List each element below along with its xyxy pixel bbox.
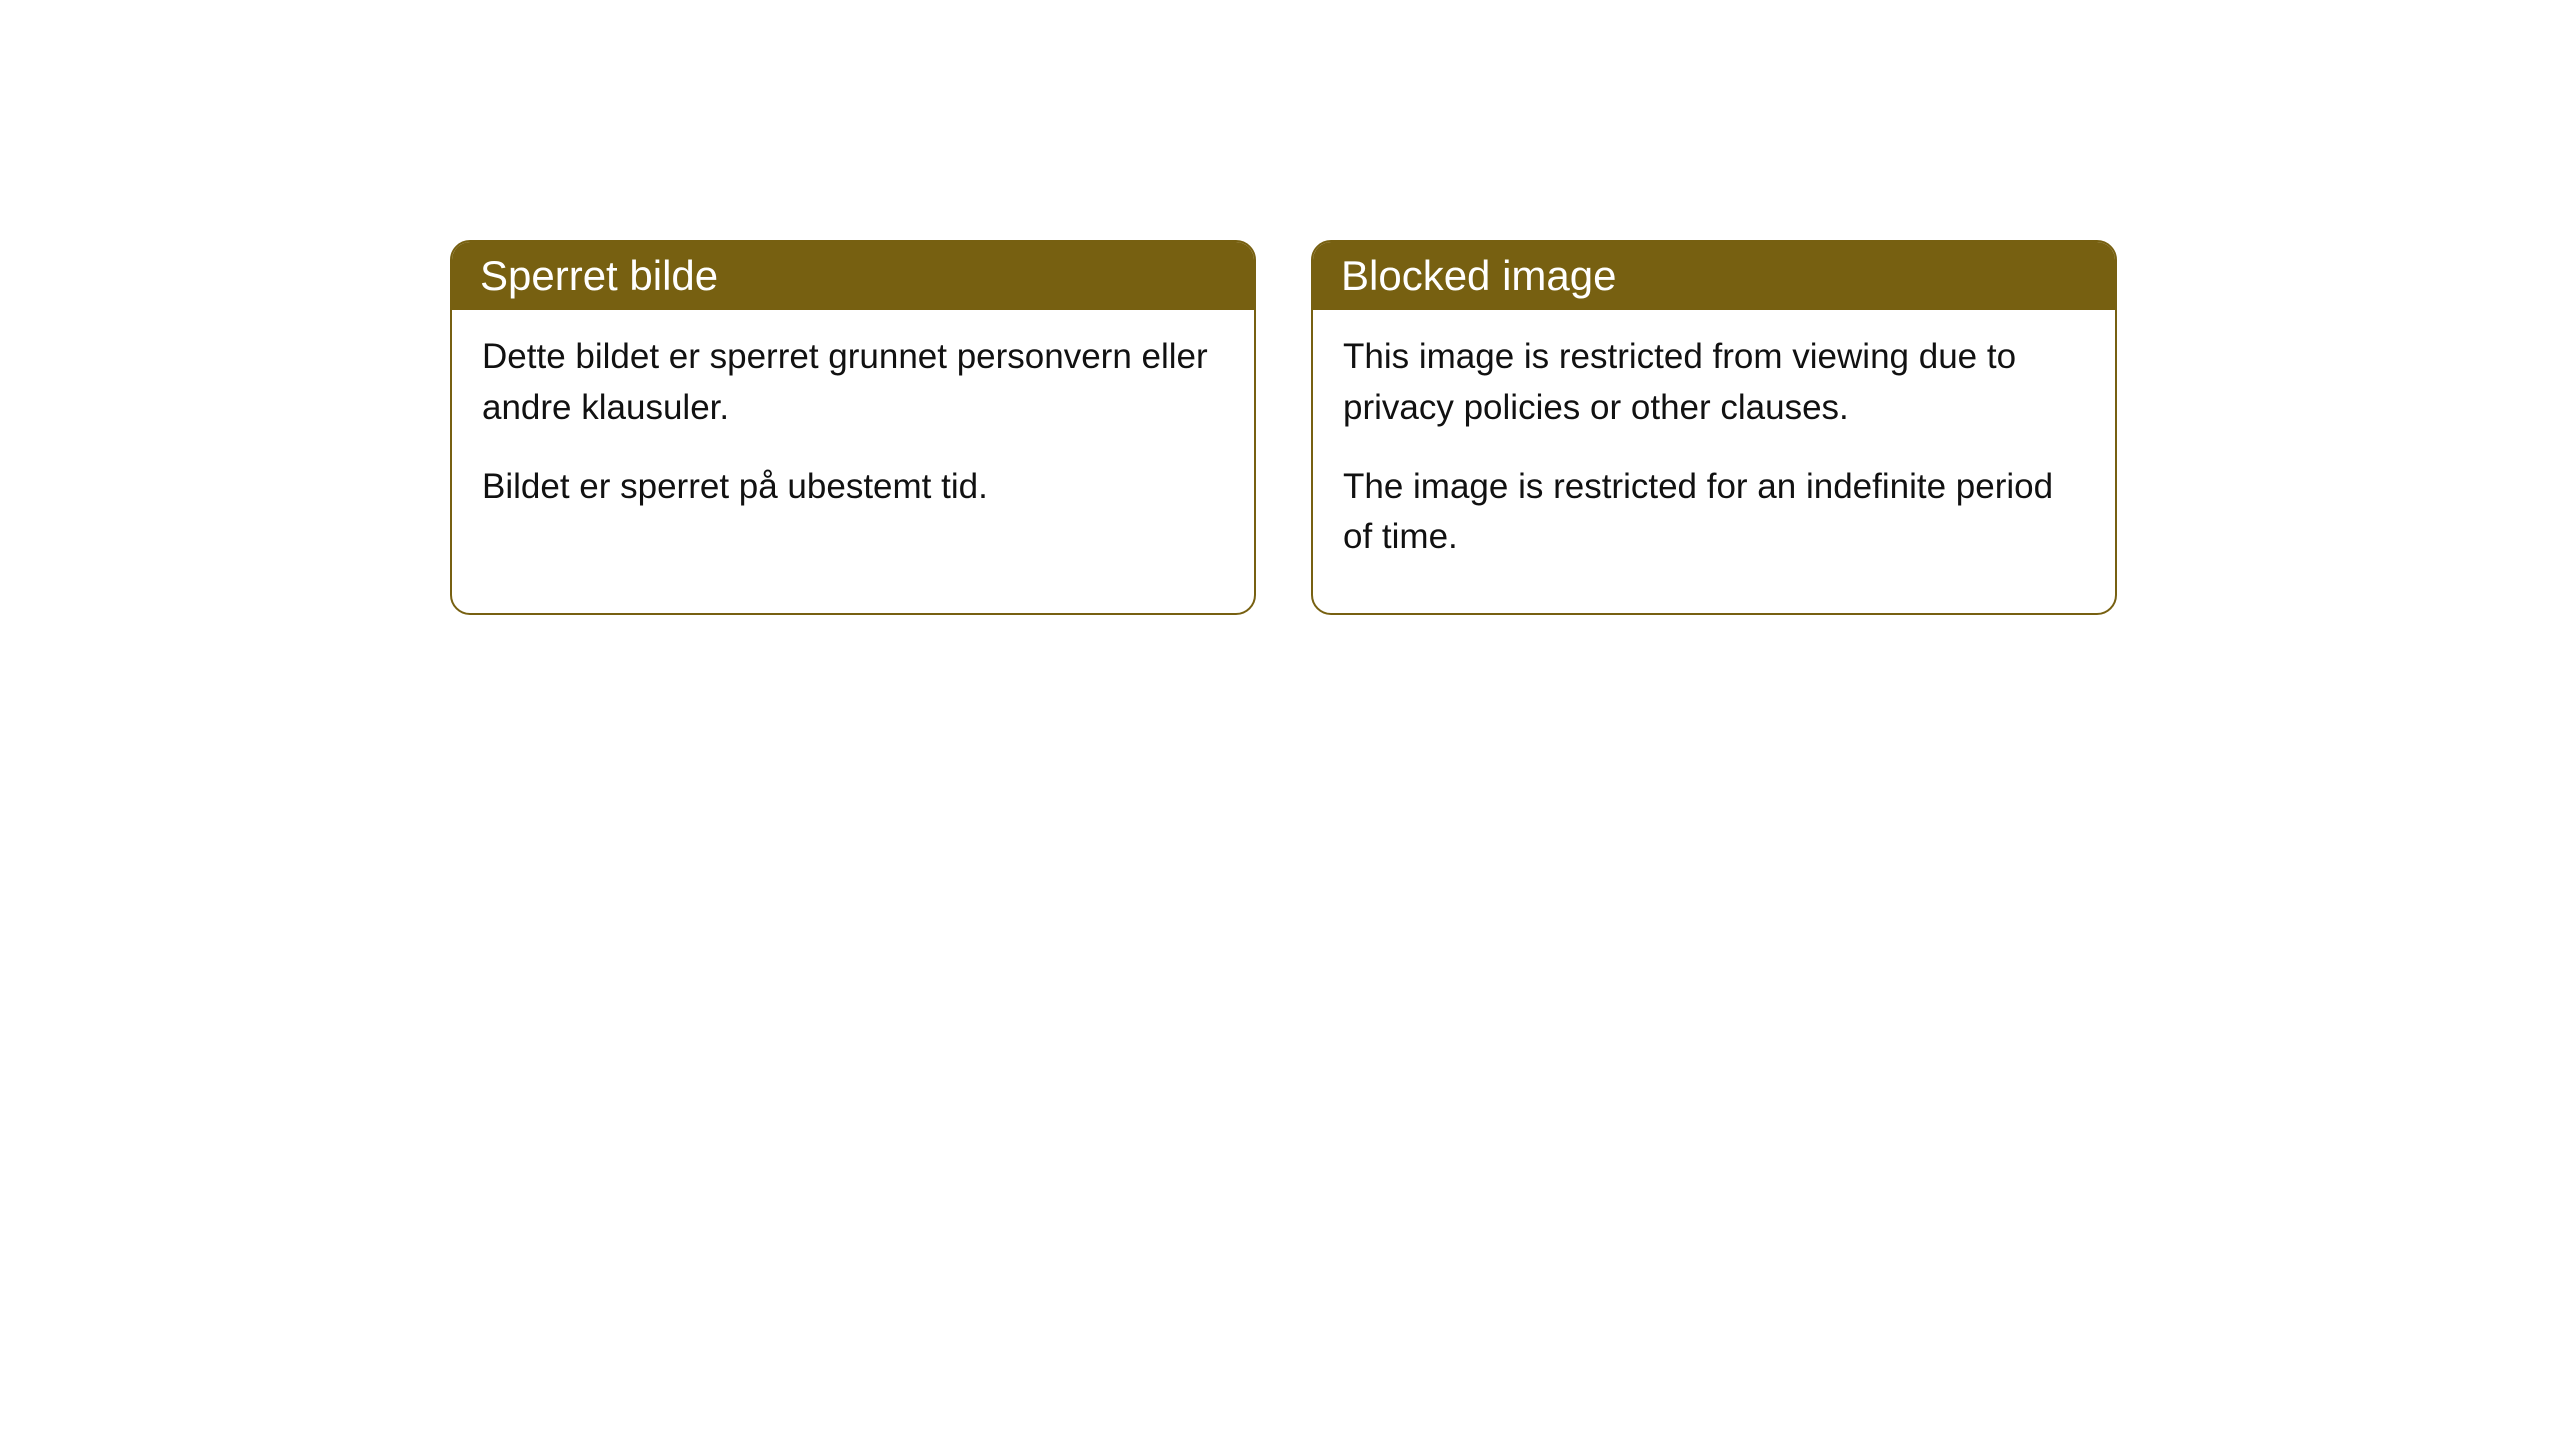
card-paragraph: This image is restricted from viewing du…	[1343, 332, 2085, 434]
card-body: Dette bildet er sperret grunnet personve…	[452, 310, 1254, 562]
card-title: Blocked image	[1341, 252, 1616, 299]
card-header: Blocked image	[1313, 242, 2115, 310]
card-paragraph: The image is restricted for an indefinit…	[1343, 462, 2085, 564]
card-paragraph: Bildet er sperret på ubestemt tid.	[482, 462, 1224, 513]
notice-card-norwegian: Sperret bilde Dette bildet er sperret gr…	[450, 240, 1256, 615]
card-body: This image is restricted from viewing du…	[1313, 310, 2115, 613]
card-title: Sperret bilde	[480, 252, 718, 299]
notice-cards-container: Sperret bilde Dette bildet er sperret gr…	[450, 240, 2117, 615]
notice-card-english: Blocked image This image is restricted f…	[1311, 240, 2117, 615]
card-header: Sperret bilde	[452, 242, 1254, 310]
card-paragraph: Dette bildet er sperret grunnet personve…	[482, 332, 1224, 434]
